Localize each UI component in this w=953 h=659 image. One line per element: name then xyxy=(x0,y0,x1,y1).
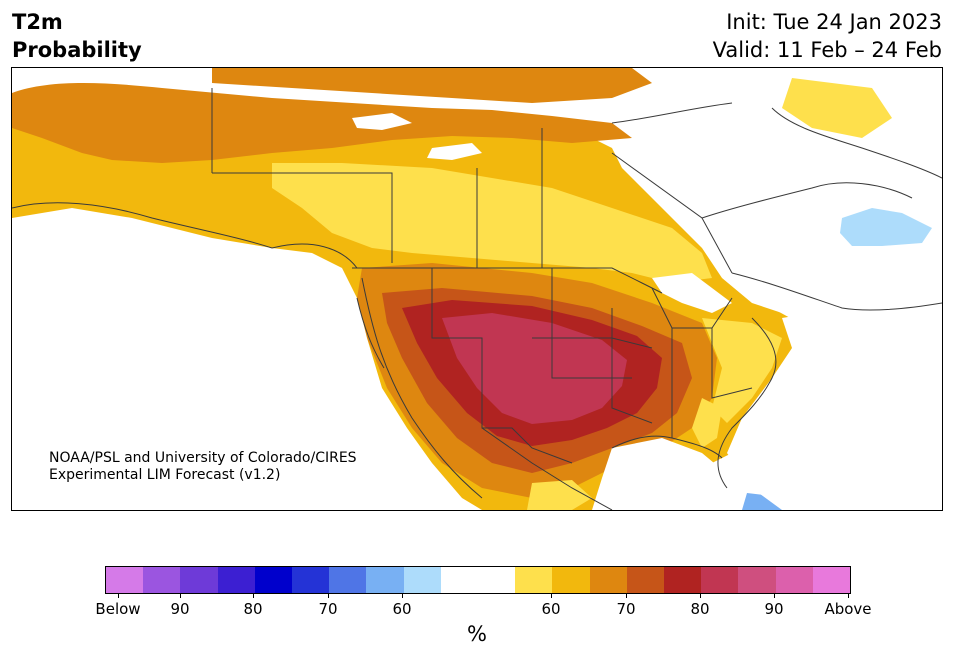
colorbar-segment xyxy=(552,567,590,593)
atlantic-ocean xyxy=(727,278,942,510)
political-boundaries xyxy=(12,88,942,510)
colorbar-tickmark xyxy=(551,593,552,598)
colorbar-segment xyxy=(738,567,776,593)
colorbar-tick-label: Below xyxy=(95,600,141,618)
colorbar-segment xyxy=(366,567,404,593)
region-above-70-north xyxy=(12,83,632,163)
colorbar-tickmark xyxy=(774,593,775,598)
region-above-60-arctic xyxy=(782,78,892,138)
colorbar-segment xyxy=(664,567,702,593)
colorbar-tick-label: 60 xyxy=(541,600,561,618)
region-below-60-caribbean xyxy=(742,493,787,510)
colorbar-tickmark xyxy=(700,593,701,598)
colorbar-segment xyxy=(403,567,441,593)
probability-colorbar xyxy=(105,566,851,594)
colorbar-segment xyxy=(812,567,851,593)
region-above-60-southeast xyxy=(692,398,722,448)
source-credit: NOAA/PSL and University of Colorado/CIRE… xyxy=(49,450,357,483)
colorbar-segment xyxy=(775,567,813,593)
colorbar-tick-label: 90 xyxy=(764,600,784,618)
colorbar-tickmark xyxy=(848,593,849,598)
colorbar-segment xyxy=(515,567,553,593)
lake-great-bear xyxy=(427,143,482,160)
colorbar-segment xyxy=(254,567,293,593)
pacific-ocean xyxy=(12,208,482,510)
colorbar-segment xyxy=(180,567,218,593)
colorbar-tick-label: 70 xyxy=(318,600,338,618)
colorbar-segment xyxy=(217,567,255,593)
colorbar-tickmark xyxy=(402,593,403,598)
colorbar-segment xyxy=(440,567,479,593)
colorbar-segment xyxy=(478,567,516,593)
colorbar-tickmark xyxy=(626,593,627,598)
colorbar-tick-label: 80 xyxy=(690,600,710,618)
colorbar-segment xyxy=(106,567,144,593)
colorbar-segment xyxy=(292,567,330,593)
colorbar-tick-label: 60 xyxy=(392,600,412,618)
colorbar-tick-label: Above xyxy=(824,600,872,618)
colorbar-tickmark xyxy=(118,593,119,598)
region-above-60-east xyxy=(702,318,782,423)
colorbar-tick-label: 80 xyxy=(243,600,263,618)
gulf-of-mexico xyxy=(592,438,742,510)
region-above-85 xyxy=(442,313,627,424)
colorbar-tick-label: 90 xyxy=(170,600,190,618)
map-title: T2m Probability xyxy=(12,10,142,62)
colorbar-segment xyxy=(143,567,181,593)
forecast-dates: Init: Tue 24 Jan 2023 Valid: 11 Feb – 24… xyxy=(712,10,942,62)
colorbar-segment xyxy=(626,567,665,593)
forecast-map xyxy=(11,67,943,511)
colorbar-tick-label: 70 xyxy=(616,600,636,618)
colorbar-segment xyxy=(589,567,627,593)
colorbar-tickmark xyxy=(328,593,329,598)
colorbar-segment xyxy=(701,567,739,593)
region-above-60-mexico xyxy=(527,480,592,510)
region-above-60-canada xyxy=(272,163,712,283)
colorbar-segment xyxy=(329,567,367,593)
colorbar-tickmark xyxy=(180,593,181,598)
lake-hudson-west xyxy=(352,113,412,130)
colorbar-tickmark xyxy=(253,593,254,598)
region-above-70-arctic xyxy=(212,68,652,103)
region-normal-northeast xyxy=(612,103,942,318)
great-lakes xyxy=(652,273,732,313)
colorbar-unit: % xyxy=(467,622,487,646)
region-below-60-quebec xyxy=(840,208,932,246)
